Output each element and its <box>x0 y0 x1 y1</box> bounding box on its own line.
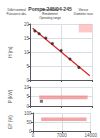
svg-text:15: 15 <box>24 36 30 41</box>
svg-text:20: 20 <box>24 22 30 27</box>
svg-text:Diamètre roue: Diamètre roue <box>74 12 93 16</box>
svg-text:100: 100 <box>24 111 32 116</box>
svg-text:Rendement: Rendement <box>42 12 58 16</box>
svg-text:Débit nominal: Débit nominal <box>7 8 26 12</box>
svg-text:10: 10 <box>24 50 30 55</box>
svg-text:0: 0 <box>28 128 32 134</box>
svg-text:0: 0 <box>32 133 35 138</box>
svg-text:Operating range: Operating range <box>39 16 61 20</box>
svg-text:5: 5 <box>26 94 29 99</box>
svg-text:H (m): H (m) <box>8 46 13 58</box>
svg-text:14000: 14000 <box>84 133 97 138</box>
svg-text:P (kW): P (kW) <box>8 89 13 103</box>
svg-text:0: 0 <box>26 78 29 83</box>
svg-text:10: 10 <box>24 85 30 90</box>
svg-text:7000: 7000 <box>57 133 68 138</box>
svg-text:50: 50 <box>26 120 32 125</box>
svg-text:5: 5 <box>26 64 29 69</box>
svg-text:Vitesse: Vitesse <box>78 8 88 12</box>
svg-text:Pompe 245/04-245: Pompe 245/04-245 <box>28 6 72 12</box>
svg-text:Eff (%): Eff (%) <box>8 115 13 129</box>
svg-text:0: 0 <box>26 104 29 109</box>
svg-text:Puissance abs.: Puissance abs. <box>6 12 27 16</box>
